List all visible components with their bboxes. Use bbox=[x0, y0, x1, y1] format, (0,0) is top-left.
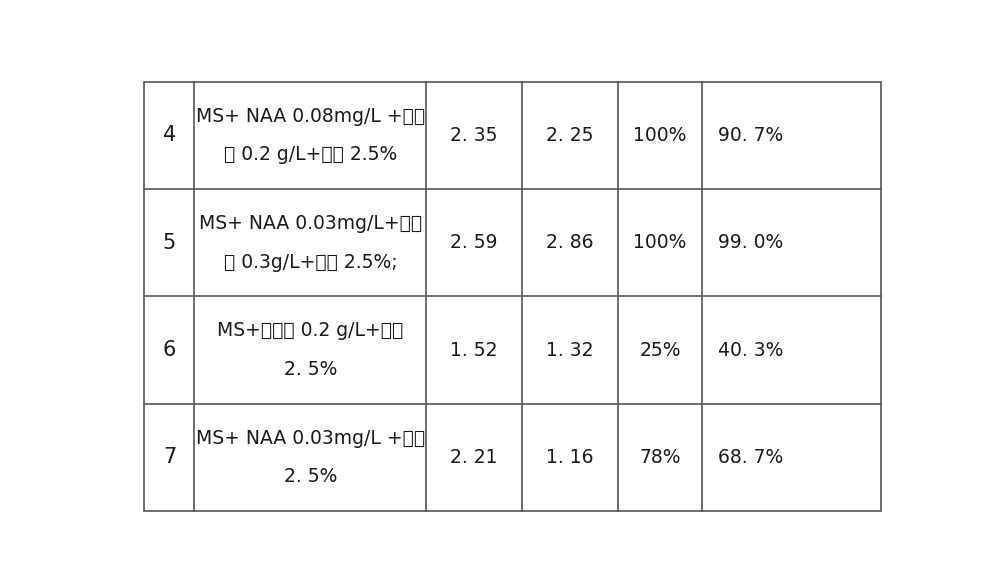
Text: 2. 5%: 2. 5% bbox=[284, 360, 337, 379]
Text: 1. 32: 1. 32 bbox=[546, 340, 594, 360]
Text: 2. 86: 2. 86 bbox=[546, 233, 594, 252]
Text: 2. 5%: 2. 5% bbox=[284, 467, 337, 486]
Text: 4: 4 bbox=[163, 126, 176, 146]
Text: 40. 3%: 40. 3% bbox=[718, 340, 784, 360]
Text: MS+ NAA 0.03mg/L+活性: MS+ NAA 0.03mg/L+活性 bbox=[199, 214, 422, 233]
Text: 2. 25: 2. 25 bbox=[546, 126, 594, 145]
Text: 90. 7%: 90. 7% bbox=[718, 126, 784, 145]
Text: 100%: 100% bbox=[633, 233, 687, 252]
Text: 2. 35: 2. 35 bbox=[450, 126, 498, 145]
Text: 炭 0.3g/L+蔗糖 2.5%;: 炭 0.3g/L+蔗糖 2.5%; bbox=[224, 252, 397, 272]
Text: 68. 7%: 68. 7% bbox=[718, 448, 784, 467]
Text: 2. 59: 2. 59 bbox=[450, 233, 498, 252]
Text: 2. 21: 2. 21 bbox=[450, 448, 498, 467]
Text: 1. 52: 1. 52 bbox=[450, 340, 498, 360]
Text: 7: 7 bbox=[163, 447, 176, 467]
Text: 78%: 78% bbox=[639, 448, 681, 467]
Text: 炭 0.2 g/L+蔗糖 2.5%: 炭 0.2 g/L+蔗糖 2.5% bbox=[224, 145, 397, 164]
Text: 25%: 25% bbox=[639, 340, 681, 360]
Text: 5: 5 bbox=[163, 233, 176, 253]
Text: MS+活性炭 0.2 g/L+蔗糖: MS+活性炭 0.2 g/L+蔗糖 bbox=[217, 321, 404, 340]
Text: 6: 6 bbox=[163, 340, 176, 360]
Text: 1. 16: 1. 16 bbox=[546, 448, 594, 467]
Text: 100%: 100% bbox=[633, 126, 687, 145]
Text: MS+ NAA 0.08mg/L +活性: MS+ NAA 0.08mg/L +活性 bbox=[196, 107, 425, 126]
Text: 99. 0%: 99. 0% bbox=[718, 233, 784, 252]
Text: MS+ NAA 0.03mg/L +蔗糖: MS+ NAA 0.03mg/L +蔗糖 bbox=[196, 429, 425, 448]
